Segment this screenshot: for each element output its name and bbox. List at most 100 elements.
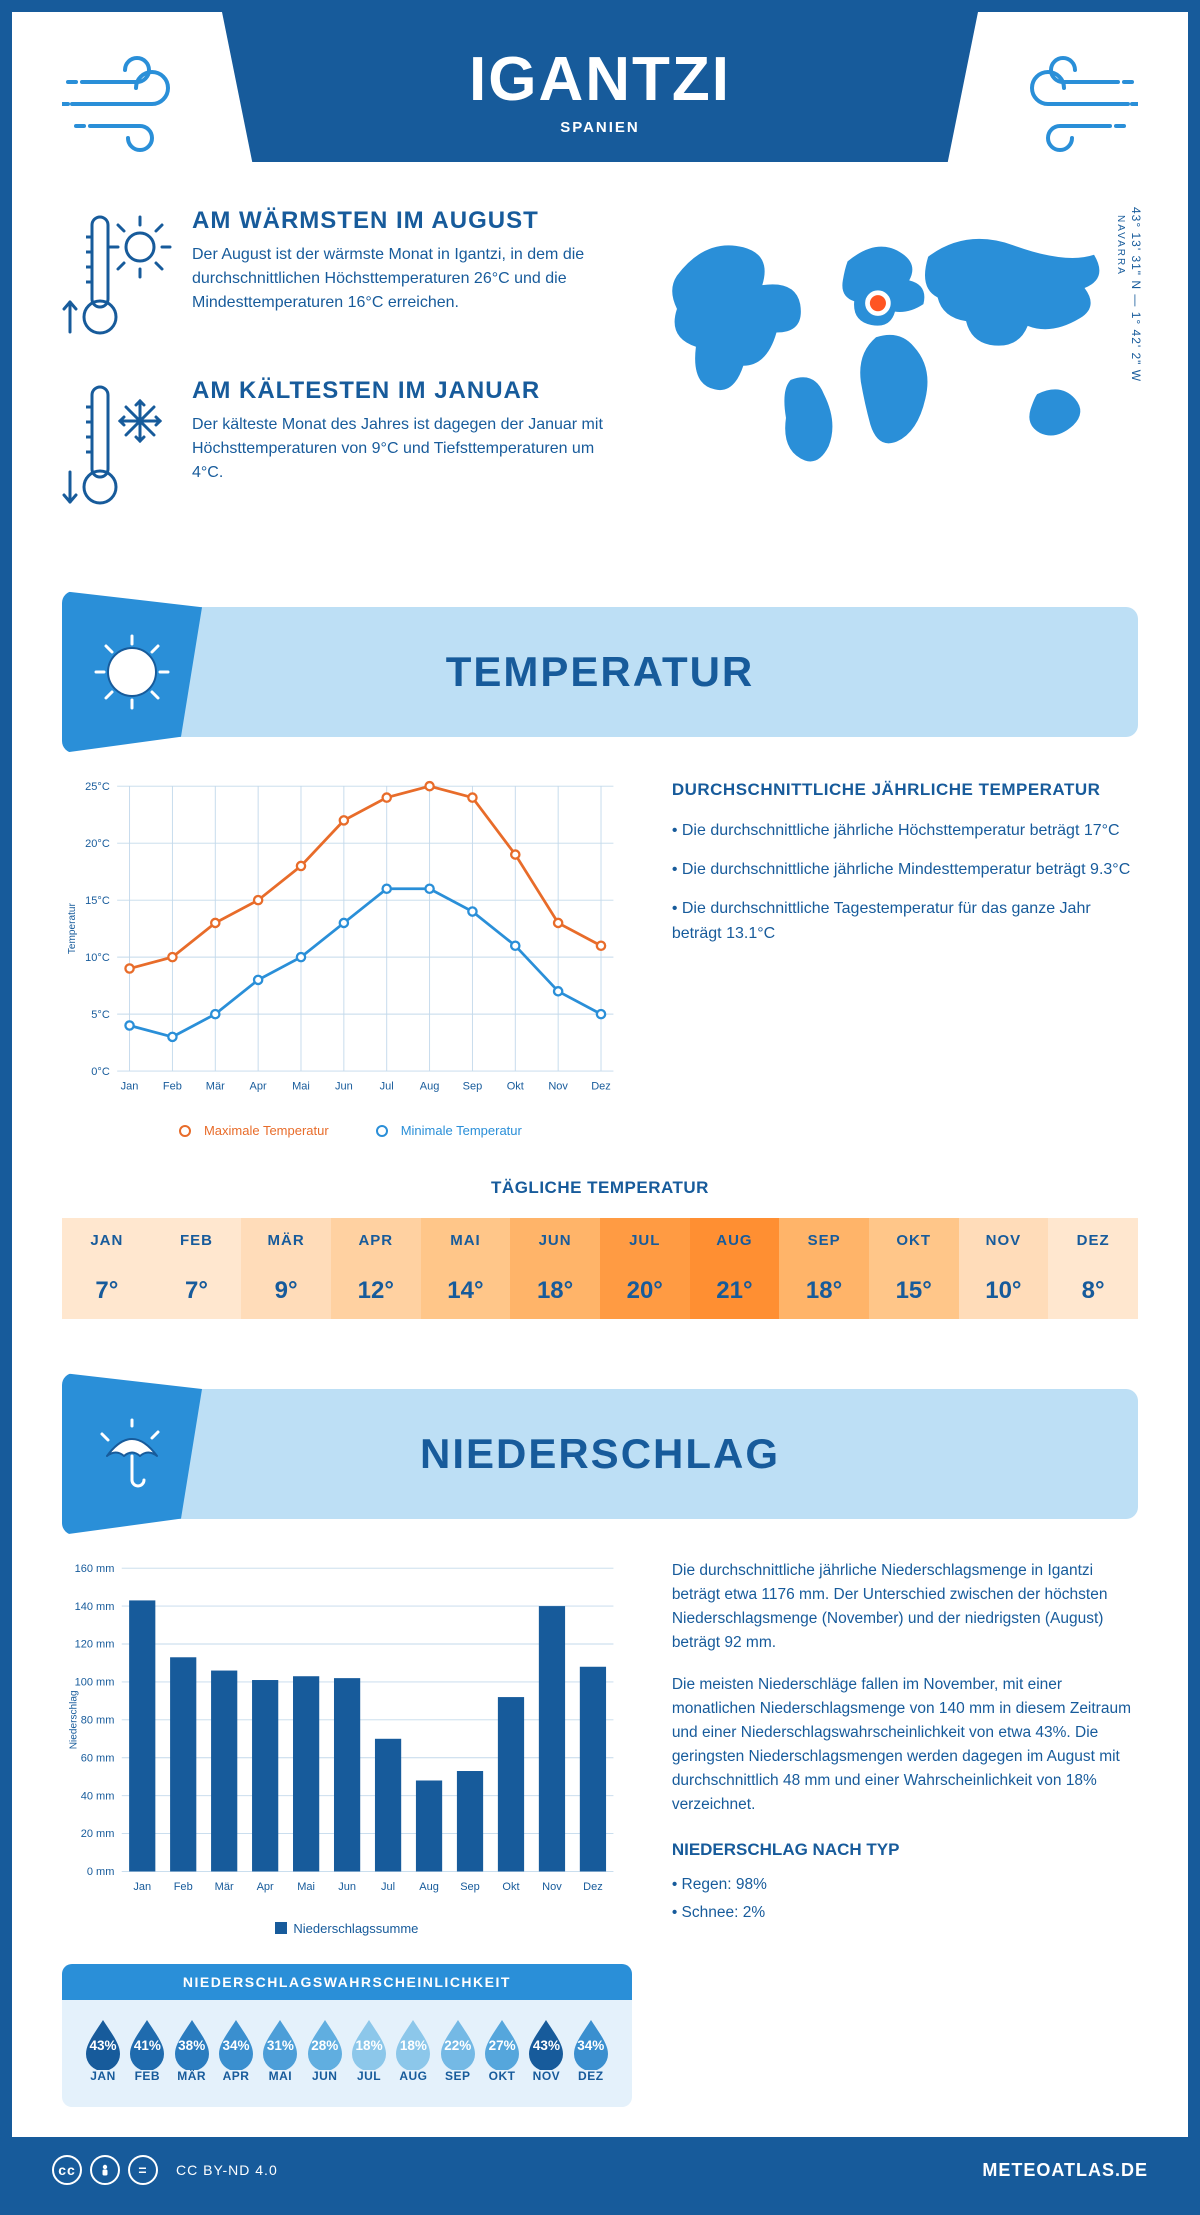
svg-text:15°C: 15°C [85, 895, 110, 907]
svg-text:40 mm: 40 mm [81, 1790, 115, 1802]
daily-temp-value: 7° [152, 1263, 242, 1319]
svg-text:120 mm: 120 mm [75, 1639, 115, 1651]
svg-text:Temperatur: Temperatur [67, 902, 78, 954]
license-text: CC BY-ND 4.0 [176, 2162, 278, 2178]
svg-text:Jun: Jun [338, 1881, 356, 1893]
svg-text:Jan: Jan [121, 1080, 139, 1092]
region-label: NAVARRA [1113, 215, 1127, 382]
svg-text:10°C: 10°C [85, 952, 110, 964]
precip-probability-drop: 27% OKT [481, 2018, 523, 2083]
temperature-heading: TEMPERATUR [446, 648, 755, 696]
world-map: 43° 13' 31" N — 1° 42' 2" W NAVARRA [658, 207, 1138, 547]
coldest-block: AM KÄLTESTEN IM JANUAR Der kälteste Mona… [62, 377, 618, 517]
daily-temp-value: 20° [600, 1263, 690, 1319]
precip-probability-drop: 38% MÄR [171, 2018, 213, 2083]
thermometer-snow-icon [62, 377, 172, 517]
precip-probability-drop: 34% DEZ [570, 2018, 612, 2083]
svg-text:60 mm: 60 mm [81, 1752, 115, 1764]
svg-text:Mai: Mai [292, 1080, 310, 1092]
daily-temp-value: 10° [959, 1263, 1049, 1319]
cc-icon: cc [52, 2155, 82, 2185]
coldest-title: AM KÄLTESTEN IM JANUAR [192, 377, 618, 405]
daily-temp-value: 18° [510, 1263, 600, 1319]
precip-probability-drop: 43% NOV [525, 2018, 567, 2083]
svg-text:0 mm: 0 mm [87, 1866, 115, 1878]
svg-text:100 mm: 100 mm [75, 1676, 115, 1688]
precip-banner: NIEDERSCHLAG [62, 1389, 1138, 1519]
daily-temp-month: APR [331, 1218, 421, 1263]
svg-text:Jul: Jul [380, 1080, 394, 1092]
temperature-line-chart: 0°C5°C10°C15°C20°C25°CJanFebMärAprMaiJun… [62, 777, 632, 1138]
svg-text:Apr: Apr [250, 1080, 267, 1092]
coldest-body: Der kälteste Monat des Jahres ist dagege… [192, 413, 618, 485]
umbrella-icon [62, 1373, 202, 1535]
daily-temp-value: 14° [421, 1263, 511, 1319]
daily-temperature-table: TÄGLICHE TEMPERATUR JANFEBMÄRAPRMAIJUNJU… [12, 1178, 1188, 1369]
svg-text:Mär: Mär [206, 1080, 225, 1092]
precip-probability-drop: 31% MAI [259, 2018, 301, 2083]
precip-probability-drop: 41% FEB [126, 2018, 168, 2083]
precip-summary: Die durchschnittliche jährliche Niedersc… [672, 1559, 1138, 2107]
header: IGANTZI SPANIEN [12, 12, 1188, 177]
svg-text:160 mm: 160 mm [75, 1563, 115, 1575]
precip-heading: NIEDERSCHLAG [420, 1430, 780, 1478]
svg-text:0°C: 0°C [91, 1066, 110, 1078]
svg-text:Dez: Dez [591, 1080, 611, 1092]
warmest-body: Der August ist der wärmste Monat in Igan… [192, 243, 618, 315]
city-title: IGANTZI [222, 44, 978, 115]
sun-icon [62, 591, 202, 753]
daily-temp-month: OKT [869, 1218, 959, 1263]
svg-text:80 mm: 80 mm [81, 1714, 115, 1726]
daily-temp-value: 7° [62, 1263, 152, 1319]
country-subtitle: SPANIEN [222, 119, 978, 136]
svg-text:Aug: Aug [419, 1881, 439, 1893]
precip-probability-drop: 18% JUL [348, 2018, 390, 2083]
svg-text:Niederschlag: Niederschlag [69, 1690, 80, 1749]
svg-text:Nov: Nov [542, 1881, 562, 1893]
daily-temp-value: 18° [779, 1263, 869, 1319]
by-icon [90, 2155, 120, 2185]
infographic-page: IGANTZI SPANIEN [0, 0, 1200, 2215]
svg-text:Apr: Apr [257, 1881, 274, 1893]
thermometer-sun-icon [62, 207, 172, 347]
svg-text:Nov: Nov [548, 1080, 568, 1092]
svg-text:Mär: Mär [215, 1881, 234, 1893]
svg-text:20 mm: 20 mm [81, 1828, 115, 1840]
daily-temp-month: JAN [62, 1218, 152, 1263]
license-badge: cc = CC BY-ND 4.0 [52, 2155, 278, 2185]
wind-icon-right [998, 42, 1138, 167]
precip-probability-drop: 22% SEP [437, 2018, 479, 2083]
precip-probability-drop: 43% JAN [82, 2018, 124, 2083]
svg-text:Sep: Sep [460, 1881, 480, 1893]
title-ribbon: IGANTZI SPANIEN [222, 12, 978, 162]
precip-probability-drop: 18% AUG [392, 2018, 434, 2083]
svg-text:Feb: Feb [163, 1080, 182, 1092]
precip-probability-drop: 34% APR [215, 2018, 257, 2083]
daily-temp-month: SEP [779, 1218, 869, 1263]
daily-temp-month: JUN [510, 1218, 600, 1263]
daily-temp-month: AUG [690, 1218, 780, 1263]
svg-text:Aug: Aug [420, 1080, 440, 1092]
daily-temp-value: 8° [1048, 1263, 1138, 1319]
daily-temp-value: 9° [241, 1263, 331, 1319]
svg-text:Sep: Sep [463, 1080, 483, 1092]
daily-temp-month: MÄR [241, 1218, 331, 1263]
intro-row: AM WÄRMSTEN IM AUGUST Der August ist der… [12, 177, 1188, 587]
warmest-block: AM WÄRMSTEN IM AUGUST Der August ist der… [62, 207, 618, 347]
nd-icon: = [128, 2155, 158, 2185]
svg-text:20°C: 20°C [85, 838, 110, 850]
daily-temp-month: DEZ [1048, 1218, 1138, 1263]
precip-probability-drop: 28% JUN [304, 2018, 346, 2083]
svg-text:5°C: 5°C [91, 1009, 110, 1021]
svg-text:Jul: Jul [381, 1881, 395, 1893]
svg-text:Jun: Jun [335, 1080, 353, 1092]
svg-text:140 mm: 140 mm [75, 1601, 115, 1613]
precip-probability-box: NIEDERSCHLAGSWAHRSCHEINLICHKEIT 43% JAN … [62, 1964, 632, 2107]
footer: cc = CC BY-ND 4.0 METEOATLAS.DE [12, 2137, 1188, 2203]
daily-temp-value: 21° [690, 1263, 780, 1319]
coordinates: 43° 13' 31" N — 1° 42' 2" W NAVARRA [1113, 207, 1144, 382]
svg-text:Jan: Jan [133, 1881, 151, 1893]
daily-temp-month: MAI [421, 1218, 511, 1263]
daily-temp-value: 12° [331, 1263, 421, 1319]
warmest-title: AM WÄRMSTEN IM AUGUST [192, 207, 618, 235]
